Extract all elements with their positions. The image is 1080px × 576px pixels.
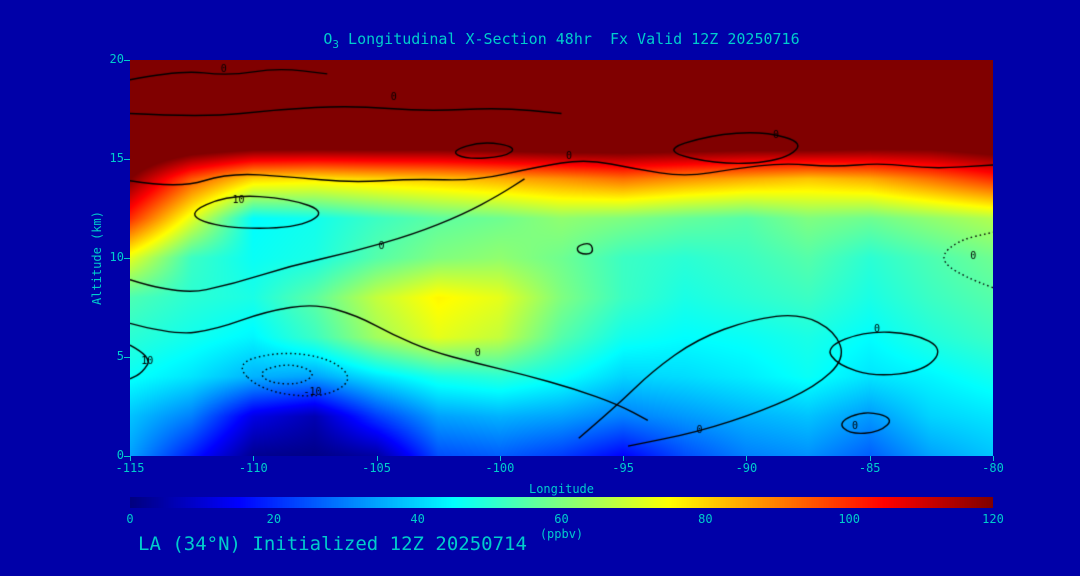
heatmap-canvas — [130, 60, 993, 456]
x-tick-label: -95 — [612, 461, 634, 475]
x-tick-mark — [623, 456, 625, 461]
y-tick-label: 20 — [109, 52, 124, 66]
y-tick-label: 15 — [109, 151, 124, 165]
x-tick-label: -105 — [362, 461, 392, 475]
x-tick-label: -80 — [982, 461, 1004, 475]
y-tick-label: 0 — [116, 448, 124, 462]
y-tick-mark — [124, 159, 130, 160]
colorbar-units-label: (ppbv) — [539, 527, 584, 541]
y-tick-mark — [124, 456, 130, 457]
y-tick-mark — [124, 60, 130, 61]
colorbar — [130, 497, 993, 508]
plot-title-rest: Longitudinal X-Section 48hr Fx Valid 12Z… — [339, 30, 800, 48]
plot-title-o: O — [323, 30, 333, 48]
colorbar-tick-label: 20 — [266, 512, 282, 526]
y-tick-mark — [124, 258, 130, 259]
colorbar-tick-label: 0 — [126, 512, 134, 526]
x-tick-mark — [376, 456, 378, 461]
x-tick-mark — [993, 456, 994, 461]
y-tick-mark — [124, 357, 130, 358]
init-time-label: LA (34°N) Initialized 12Z 20250714 — [138, 533, 527, 555]
y-tick-label: 10 — [109, 250, 124, 264]
x-tick-mark — [253, 456, 255, 461]
y-tick-label: 5 — [116, 349, 124, 363]
x-axis-label: Longitude — [528, 482, 595, 496]
colorbar-tick-label: 60 — [554, 512, 569, 526]
x-tick-mark — [130, 456, 131, 461]
plot-title-subscript: 3 — [332, 38, 340, 51]
x-tick-label: -90 — [735, 461, 758, 475]
colorbar-tick-label: 120 — [982, 512, 1004, 526]
plot-title: O3 Longitudinal X-Section 48hr Fx Valid … — [130, 30, 993, 51]
x-tick-mark — [746, 456, 748, 461]
x-tick-label: -100 — [485, 461, 515, 475]
x-tick-mark — [499, 456, 501, 461]
x-tick-label: -85 — [858, 461, 881, 475]
x-tick-label: -110 — [238, 461, 268, 475]
colorbar-tick-label: 100 — [838, 512, 860, 526]
colorbar-tick-label: 40 — [410, 512, 425, 526]
x-tick-mark — [869, 456, 871, 461]
x-tick-label: -115 — [115, 461, 145, 475]
colorbar-tick-label: 80 — [698, 512, 713, 526]
